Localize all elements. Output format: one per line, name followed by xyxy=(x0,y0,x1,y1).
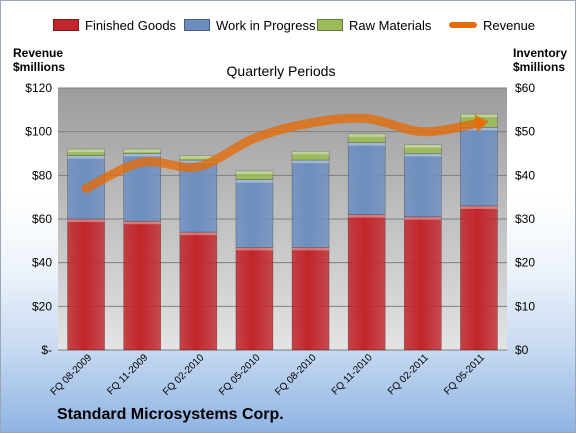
bar-highlight xyxy=(123,153,161,157)
category-label: FQ 08-2010 xyxy=(273,352,319,398)
left-tick-label: $20 xyxy=(32,299,52,313)
category-label: FQ 11-2010 xyxy=(330,352,375,397)
legend-bar-swatch xyxy=(53,19,79,31)
left-tick-label: $120 xyxy=(25,81,52,95)
bar-highlight xyxy=(292,151,330,155)
bar-highlight xyxy=(123,149,161,153)
right-tick-label: $0 xyxy=(515,343,529,357)
right-axis-title: Inventory $millions xyxy=(513,46,567,74)
bar-raw-materials xyxy=(67,148,105,156)
bar-highlight xyxy=(404,216,442,220)
left-axis-title: Revenue $millions xyxy=(13,46,65,74)
legend-line-swatch xyxy=(449,22,477,28)
bar-raw-materials xyxy=(123,148,162,154)
bar-highlight xyxy=(235,170,273,174)
bar-raw-materials xyxy=(235,170,274,180)
bar-highlight xyxy=(179,232,217,236)
bar-finished-goods xyxy=(403,216,442,351)
bar-finished-goods xyxy=(123,220,162,351)
category-label: FQ 02-2010 xyxy=(161,352,207,398)
bar-raw-materials xyxy=(291,151,330,161)
legend: Finished Goods Work in Progress Raw Materi… xyxy=(1,15,576,35)
bar-work-in-progress xyxy=(291,159,330,248)
bar-finished-goods xyxy=(235,247,274,351)
bar-highlight xyxy=(235,179,273,183)
bar-highlight xyxy=(179,155,217,159)
left-tick-label: $40 xyxy=(32,256,52,270)
bar-finished-goods xyxy=(67,218,105,351)
right-tick-label: $40 xyxy=(515,168,535,182)
right-tick-label: $10 xyxy=(515,299,535,313)
legend-label: Raw Materials xyxy=(349,17,432,33)
bar-highlight xyxy=(348,214,386,218)
bar-highlight xyxy=(292,160,330,164)
left-tick-label: $80 xyxy=(32,168,52,182)
bar-raw-materials xyxy=(347,133,386,143)
bar-work-in-progress xyxy=(347,142,386,215)
category-label: FQ 05-2011 xyxy=(442,352,487,397)
legend-item: Work in Progress xyxy=(184,15,315,35)
right-tick-label: $30 xyxy=(515,212,535,226)
bar-highlight xyxy=(404,144,442,148)
left-axis-title-line2: $millions xyxy=(13,60,66,74)
legend-label: Finished Goods xyxy=(85,17,177,33)
legend-label: Revenue xyxy=(483,17,536,33)
legend-label: Work in Progress xyxy=(216,17,316,33)
right-tick-label: $50 xyxy=(515,125,535,139)
bar-finished-goods xyxy=(460,205,498,351)
bar-highlight xyxy=(67,219,105,222)
right-axis-title-line2: $millions xyxy=(513,60,566,74)
bar-highlight xyxy=(292,247,330,251)
legend-item: Finished Goods xyxy=(53,15,176,35)
bar-highlight xyxy=(235,247,273,251)
bar-finished-goods xyxy=(291,247,330,351)
left-tick-label: $100 xyxy=(25,125,52,139)
category-label: FQ 08-2009 xyxy=(49,352,95,398)
category-label: FQ 11-2009 xyxy=(105,352,150,397)
right-tick-label: $20 xyxy=(515,256,535,270)
bar-highlight xyxy=(67,149,105,153)
bar-highlight xyxy=(404,153,442,157)
bar-raw-materials xyxy=(403,144,442,154)
company-name: Standard Microsystems Corp. xyxy=(57,406,284,423)
bar-highlight xyxy=(460,205,498,209)
left-tick-label: $- xyxy=(41,343,52,357)
revenue-line xyxy=(81,113,484,193)
bar-highlight xyxy=(179,160,217,164)
bar-work-in-progress xyxy=(460,127,498,207)
bar-finished-goods xyxy=(179,231,218,351)
right-axis-title-line1: Inventory xyxy=(513,46,568,60)
category-label: FQ 02-2011 xyxy=(386,352,431,397)
left-axis-title-line1: Revenue xyxy=(13,46,64,60)
legend-item: Revenue xyxy=(449,15,535,35)
bar-highlight xyxy=(460,114,498,118)
category-label: FQ 05-2010 xyxy=(217,352,263,398)
bar-work-in-progress xyxy=(403,153,442,218)
legend-item: Raw Materials xyxy=(317,15,431,35)
legend-bar-swatch xyxy=(184,19,210,31)
bar-highlight xyxy=(348,142,386,146)
chart-title: Quarterly Periods xyxy=(226,63,336,79)
bar-highlight xyxy=(123,221,161,225)
right-tick-label: $60 xyxy=(515,81,535,95)
legend-bar-swatch xyxy=(317,19,343,31)
revenue-line-arrowhead xyxy=(474,114,489,133)
bar-work-in-progress xyxy=(235,179,274,248)
bar-highlight xyxy=(348,133,386,137)
bar-highlight xyxy=(67,155,105,159)
bar-finished-goods xyxy=(347,214,386,351)
left-tick-label: $60 xyxy=(32,212,52,226)
bar-work-in-progress xyxy=(179,159,218,233)
